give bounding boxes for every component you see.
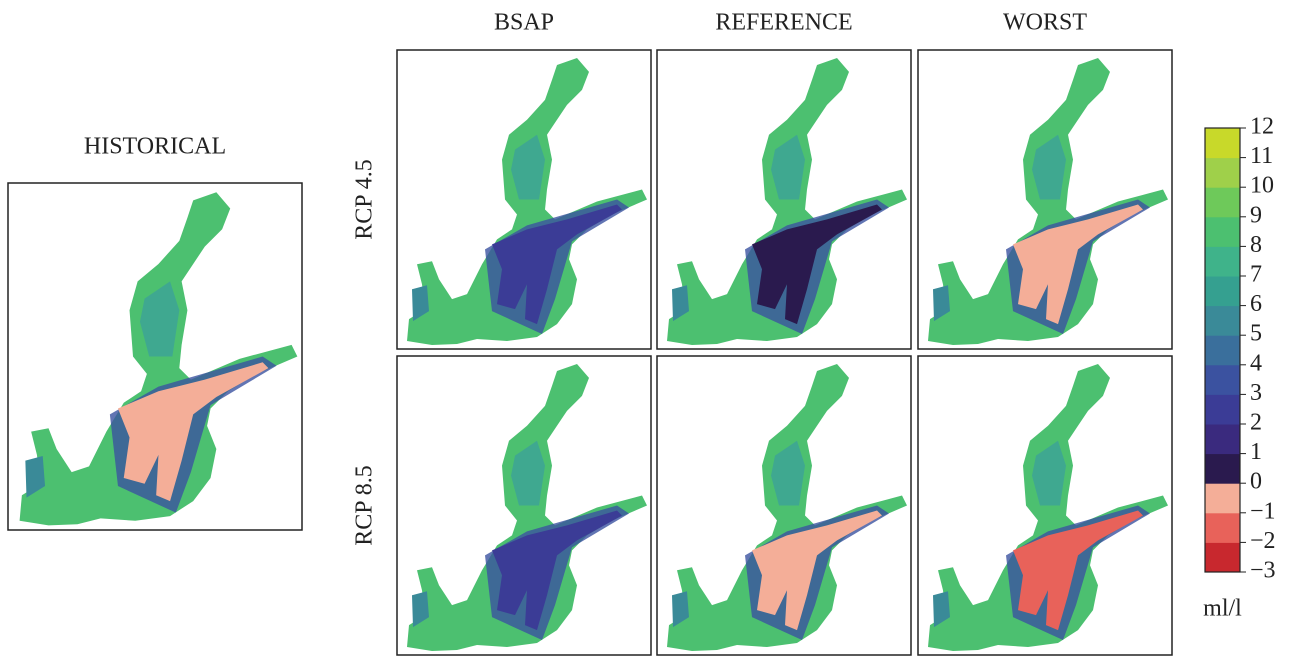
colorbar-tick-label: 11 [1250, 143, 1273, 169]
map [928, 363, 1168, 652]
colorbar-frame [1204, 127, 1241, 573]
colorbar-tick-label: 4 [1250, 350, 1262, 376]
colorbar-tick-label: 0 [1250, 469, 1262, 495]
colorbar-bin [1205, 157, 1240, 188]
colorbar-bin [1205, 276, 1240, 307]
colorbar-bin [1205, 335, 1240, 366]
colorbar-bin [1205, 453, 1240, 484]
colorbar-tick-label: 3 [1250, 380, 1262, 406]
colorbar-tick-label: 1 [1250, 439, 1262, 465]
colorbar-bin [1205, 305, 1240, 336]
colorbar-bin [1205, 542, 1240, 573]
colorbar-bin [1205, 394, 1240, 425]
colorbar-tick-label: 12 [1250, 114, 1274, 140]
map [19, 192, 298, 526]
colorbar-unit: ml/l [1203, 596, 1242, 622]
colorbar-bin [1205, 246, 1240, 277]
map [407, 57, 647, 346]
colorbar-tick-label: 9 [1250, 202, 1262, 228]
map [928, 57, 1168, 346]
colorbar-tick-label: 2 [1250, 410, 1262, 436]
colorbar-tick-label: −2 [1250, 528, 1276, 554]
colorbar-bin [1205, 128, 1240, 159]
colorbar-tick-label: 10 [1250, 173, 1274, 199]
column-title: REFERENCE [715, 10, 852, 36]
colorbar-bin [1205, 216, 1240, 247]
colorbar-bin [1205, 483, 1240, 514]
colorbar-tick-label: 7 [1250, 262, 1262, 288]
column-title: BSAP [494, 10, 554, 36]
panels: BSAP REFERENCE WORST RCP 4.5 RCP 8.5 [7, 10, 1173, 656]
colorbar-tick-label: 6 [1250, 291, 1262, 317]
colorbar-bin [1205, 512, 1240, 543]
column-title: WORST [1003, 10, 1087, 36]
colorbar-bin [1205, 364, 1240, 395]
map [407, 363, 647, 652]
row-label: RCP 4.5 [352, 159, 378, 239]
colorbar-tick-label: 8 [1250, 232, 1262, 258]
map [667, 57, 907, 346]
row-label: RCP 8.5 [352, 465, 378, 545]
map [667, 363, 907, 652]
colorbar-tick-label: 5 [1250, 321, 1262, 347]
colorbar-bin [1205, 187, 1240, 218]
colorbar-tick-label: −1 [1250, 498, 1276, 524]
colorbar-bin [1205, 424, 1240, 455]
historical-title: HISTORICAL [84, 134, 226, 160]
colorbar-tick-label: −3 [1250, 558, 1276, 584]
